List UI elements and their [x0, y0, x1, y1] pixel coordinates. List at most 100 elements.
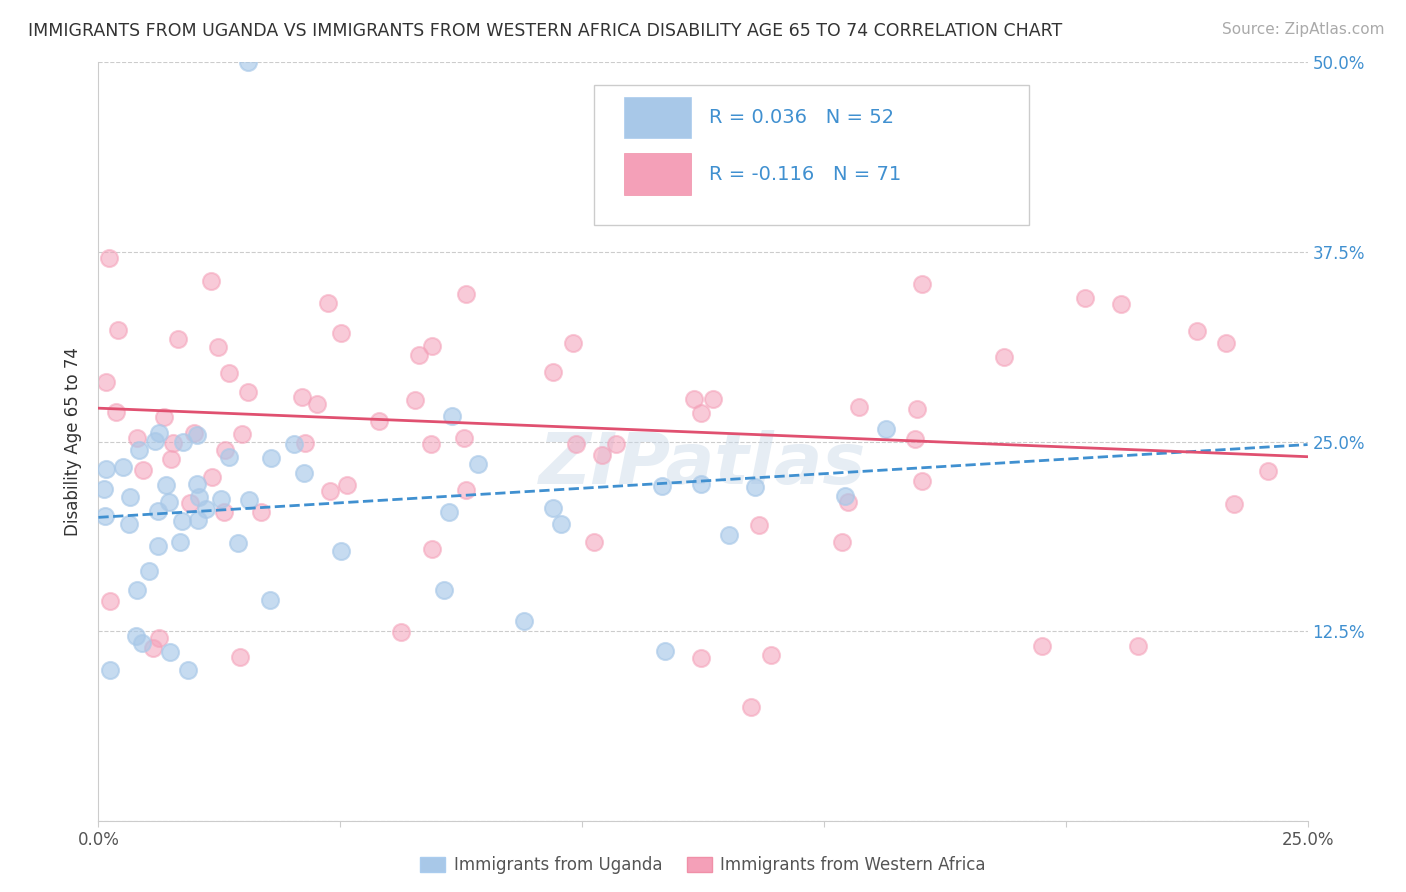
Point	[1031, 639, 1053, 653]
Point	[329, 544, 352, 558]
Point	[583, 534, 606, 549]
Point	[654, 644, 676, 658]
Point	[188, 490, 211, 504]
Point	[905, 401, 928, 416]
Text: ZIPatlas: ZIPatlas	[540, 430, 866, 499]
Point	[186, 477, 208, 491]
Point	[118, 517, 141, 532]
Point	[904, 432, 927, 446]
Point	[228, 649, 250, 664]
Point	[187, 513, 209, 527]
Point	[93, 482, 115, 496]
Point	[105, 405, 128, 419]
Point	[96, 462, 118, 476]
Point	[319, 483, 342, 498]
Point	[200, 274, 222, 288]
Point	[1109, 297, 1132, 311]
Point	[848, 400, 870, 414]
Point	[148, 425, 170, 440]
Point	[107, 323, 129, 337]
Point	[837, 495, 859, 509]
Point	[562, 336, 585, 351]
Point	[214, 443, 236, 458]
Legend: Immigrants from Uganda, Immigrants from Western Africa: Immigrants from Uganda, Immigrants from …	[413, 849, 993, 880]
Point	[177, 663, 200, 677]
Point	[717, 527, 740, 541]
Point	[238, 55, 260, 70]
Point	[420, 339, 443, 353]
Point	[94, 375, 117, 389]
Point	[179, 496, 201, 510]
Point	[195, 501, 218, 516]
Point	[152, 409, 174, 424]
Point	[292, 466, 315, 480]
Point	[1215, 335, 1237, 350]
Point	[389, 624, 412, 639]
Point	[404, 392, 426, 407]
Text: Source: ZipAtlas.com: Source: ZipAtlas.com	[1222, 22, 1385, 37]
Point	[761, 648, 783, 662]
Point	[565, 436, 588, 450]
Point	[148, 631, 170, 645]
Point	[748, 518, 770, 533]
Point	[454, 287, 477, 301]
Point	[682, 392, 704, 406]
Point	[231, 426, 253, 441]
Point	[433, 582, 456, 597]
Point	[218, 366, 240, 380]
Point	[155, 478, 177, 492]
Point	[250, 505, 273, 519]
Point	[238, 385, 260, 400]
Point	[98, 663, 121, 677]
Point	[367, 414, 389, 428]
Point	[408, 348, 430, 362]
Point	[911, 475, 934, 489]
Point	[94, 508, 117, 523]
Point	[125, 582, 148, 597]
Point	[118, 490, 141, 504]
Point	[329, 326, 352, 340]
Point	[876, 422, 898, 436]
Point	[127, 432, 149, 446]
Point	[336, 477, 359, 491]
Point	[260, 450, 283, 465]
Point	[238, 493, 260, 508]
Bar	[624, 153, 690, 195]
Point	[689, 477, 711, 491]
Point	[283, 436, 305, 450]
Point	[166, 332, 188, 346]
Point	[162, 436, 184, 450]
Point	[1128, 639, 1150, 653]
Point	[689, 651, 711, 665]
Point	[145, 434, 167, 448]
Point	[148, 504, 170, 518]
Point	[441, 409, 464, 423]
Point	[1223, 496, 1246, 510]
Point	[138, 564, 160, 578]
Point	[550, 517, 572, 532]
Point	[226, 536, 249, 550]
Point	[437, 505, 460, 519]
FancyBboxPatch shape	[595, 85, 1029, 226]
Point	[160, 452, 183, 467]
Text: IMMIGRANTS FROM UGANDA VS IMMIGRANTS FROM WESTERN AFRICA DISABILITY AGE 65 TO 74: IMMIGRANTS FROM UGANDA VS IMMIGRANTS FRO…	[28, 22, 1063, 40]
Point	[702, 392, 724, 406]
Point	[1257, 464, 1279, 478]
Point	[98, 252, 121, 266]
Point	[467, 458, 489, 472]
Point	[201, 469, 224, 483]
Point	[831, 534, 853, 549]
Point	[744, 479, 766, 493]
Point	[183, 426, 205, 441]
Point	[172, 514, 194, 528]
Point	[740, 699, 762, 714]
Point	[157, 495, 180, 509]
Point	[834, 489, 856, 503]
Point	[291, 390, 314, 404]
Bar	[624, 96, 690, 138]
Point	[209, 491, 232, 506]
Point	[650, 479, 672, 493]
Text: R = -0.116   N = 71: R = -0.116 N = 71	[709, 165, 901, 184]
Point	[305, 397, 328, 411]
Point	[420, 437, 443, 451]
